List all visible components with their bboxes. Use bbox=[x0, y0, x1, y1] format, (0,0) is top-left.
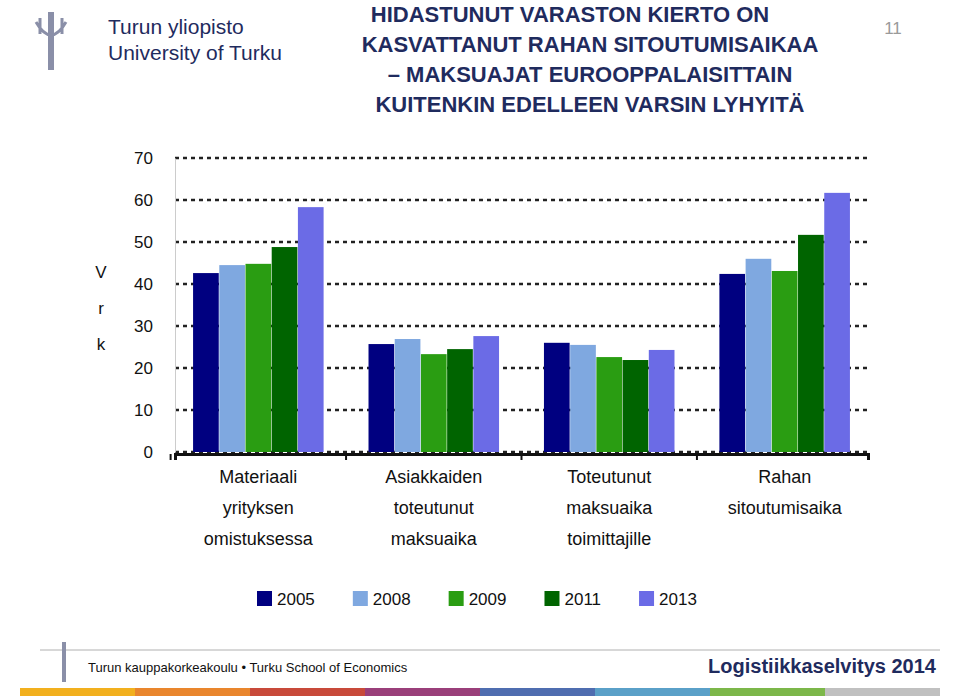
legend-label: 2009 bbox=[469, 590, 507, 609]
legend-label: 2008 bbox=[373, 590, 411, 609]
bar bbox=[395, 339, 421, 452]
bar bbox=[824, 193, 850, 452]
bar bbox=[649, 350, 675, 452]
tick-label: Toteutunutmaksuaikatoimittajille bbox=[566, 467, 653, 549]
bar bbox=[570, 345, 596, 452]
bar bbox=[544, 343, 570, 452]
bar bbox=[473, 336, 499, 452]
bar bbox=[298, 207, 324, 452]
axis-line bbox=[175, 159, 176, 453]
title: HIDASTUNUT VARASTON KIERTO ONKASVATTANUT… bbox=[362, 2, 819, 117]
tick-label: 50 bbox=[134, 233, 153, 252]
footer-strip bbox=[825, 688, 940, 696]
logo: Turun yliopisto University of Turku bbox=[36, 12, 282, 70]
y-axis: 0 10 20 30 40 50 60 70 bbox=[134, 149, 175, 462]
bars bbox=[193, 193, 850, 452]
bar bbox=[369, 344, 395, 452]
tick: 70 bbox=[134, 149, 175, 168]
tick-label: 10 bbox=[134, 401, 153, 420]
legend-label: 2005 bbox=[277, 590, 315, 609]
page-number: 11 bbox=[884, 19, 902, 38]
bar bbox=[746, 259, 772, 452]
bar bbox=[193, 273, 219, 452]
bar bbox=[719, 274, 745, 452]
legend-swatch bbox=[257, 591, 272, 606]
bar bbox=[596, 357, 622, 452]
bar bbox=[421, 354, 447, 452]
tick: 60 bbox=[134, 191, 175, 210]
legend-swatch bbox=[353, 591, 368, 606]
tick: 50 bbox=[134, 233, 175, 252]
footer-text: Logistiikkaselvitys 2014 bbox=[708, 655, 937, 677]
bar bbox=[219, 265, 245, 452]
tick-label: 70 bbox=[134, 149, 153, 168]
footer-strip bbox=[135, 688, 250, 696]
chart: Turun yliopisto University of Turku 11 HIDA… bbox=[0, 0, 960, 696]
tick-label: Asiakkaidentoteutunutmaksuaika bbox=[385, 467, 482, 549]
legend-swatch bbox=[449, 591, 464, 606]
legend-item: 2008 bbox=[353, 590, 411, 609]
tick-label: 40 bbox=[134, 275, 153, 294]
bar bbox=[245, 264, 271, 452]
legend-item: 2011 bbox=[544, 590, 601, 609]
legend-swatch bbox=[639, 591, 654, 606]
logo-text: Turun yliopisto bbox=[108, 15, 244, 38]
axis-title: Vrk bbox=[95, 263, 107, 354]
tick: Materiaaliyrityksenomistuksessa bbox=[171, 454, 314, 549]
footer-strip bbox=[595, 688, 710, 696]
grid-line bbox=[175, 199, 868, 202]
tick: 20 bbox=[134, 359, 175, 378]
tick-label: Materiaaliyrityksenomistuksessa bbox=[204, 467, 314, 549]
bar bbox=[623, 360, 649, 452]
logo-text: University of Turku bbox=[108, 41, 282, 64]
legend-label: 2011 bbox=[564, 590, 601, 609]
tick-mark bbox=[521, 454, 523, 460]
tick: 30 bbox=[134, 317, 175, 336]
bar bbox=[798, 235, 824, 452]
tick: Rahansitoutumisaika bbox=[697, 454, 843, 518]
bar bbox=[272, 247, 298, 452]
tick-label: 0 bbox=[144, 443, 153, 462]
tick-label: 30 bbox=[134, 317, 153, 336]
bar bbox=[447, 349, 473, 452]
grid-line bbox=[175, 157, 868, 160]
footer-rule bbox=[40, 650, 940, 651]
grid bbox=[175, 158, 868, 452]
tick-mark bbox=[696, 454, 698, 460]
legend-label: 2013 bbox=[659, 590, 697, 609]
footer: Turun kauppakorkeakoulu • Turku School o… bbox=[20, 642, 940, 696]
legend-swatch bbox=[544, 591, 559, 606]
tick-label: 20 bbox=[134, 359, 153, 378]
tick: Asiakkaidentoteutunutmaksuaika bbox=[346, 454, 482, 549]
bar bbox=[772, 271, 798, 452]
tick: 0 bbox=[144, 443, 175, 462]
footer-strip bbox=[250, 688, 365, 696]
footer-strip bbox=[710, 688, 825, 696]
tick-mark bbox=[170, 454, 172, 460]
footer-strip bbox=[480, 688, 595, 696]
tick: 40 bbox=[134, 275, 175, 294]
grid-line bbox=[175, 241, 868, 244]
legend-item: 2013 bbox=[639, 590, 697, 609]
footer-strip bbox=[365, 688, 480, 696]
tick-label: Rahansitoutumisaika bbox=[728, 467, 843, 518]
tick-label: 60 bbox=[134, 191, 153, 210]
footer-icon bbox=[62, 642, 66, 682]
tick-mark bbox=[345, 454, 347, 460]
logo-icon bbox=[36, 18, 66, 35]
x-axis: Materiaaliyrityksenomistuksessa Asiakkaid… bbox=[171, 454, 869, 549]
axis-line bbox=[176, 455, 869, 461]
legend-item: 2009 bbox=[449, 590, 507, 609]
footer-text: Turun kauppakorkeakoulu • Turku School o… bbox=[88, 660, 408, 675]
footer-strip bbox=[20, 688, 135, 696]
tick: 10 bbox=[134, 401, 175, 420]
legend-item: 2005 bbox=[257, 590, 315, 609]
logo-icon bbox=[48, 12, 54, 70]
tick: Toteutunutmaksuaikatoimittajille bbox=[522, 454, 654, 549]
legend: 2005 2008 2009 2011 2013 bbox=[257, 590, 697, 609]
